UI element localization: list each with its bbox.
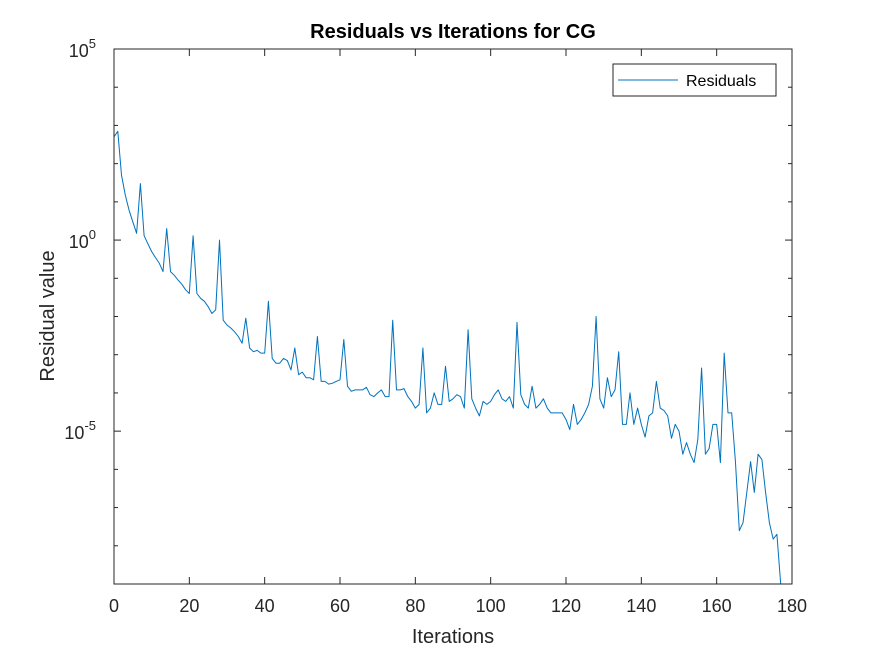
chart-title: Residuals vs Iterations for CG xyxy=(310,21,596,43)
data-layer xyxy=(114,130,782,584)
x-tick-label: 100 xyxy=(476,596,506,616)
tick-layer: 0 20 40 60 80 100 120 140 160 180 10-5 100 105 xyxy=(64,36,807,616)
plot-area xyxy=(114,49,792,584)
x-tick-label: 60 xyxy=(330,596,350,616)
y-axis-label: Residual value xyxy=(37,250,59,381)
x-tick-label: 20 xyxy=(179,596,199,616)
y-tick-label: 100 xyxy=(69,227,96,252)
x-tick-label: 140 xyxy=(626,596,656,616)
axes-box xyxy=(113,48,793,585)
x-tick-label: 160 xyxy=(702,596,732,616)
x-tick-label: 80 xyxy=(405,596,425,616)
series-line-residuals xyxy=(114,130,782,584)
y-tick-label: 105 xyxy=(69,36,96,61)
x-axis-label: Iterations xyxy=(412,626,494,648)
legend-label-residuals: Residuals xyxy=(686,73,756,90)
x-tick-label: 0 xyxy=(109,596,119,616)
x-tick-label: 120 xyxy=(551,596,581,616)
x-tick-label: 40 xyxy=(255,596,275,616)
x-tick-label: 180 xyxy=(777,596,807,616)
y-tick-label: 10-5 xyxy=(64,418,96,443)
legend[interactable]: Residuals xyxy=(612,63,777,97)
